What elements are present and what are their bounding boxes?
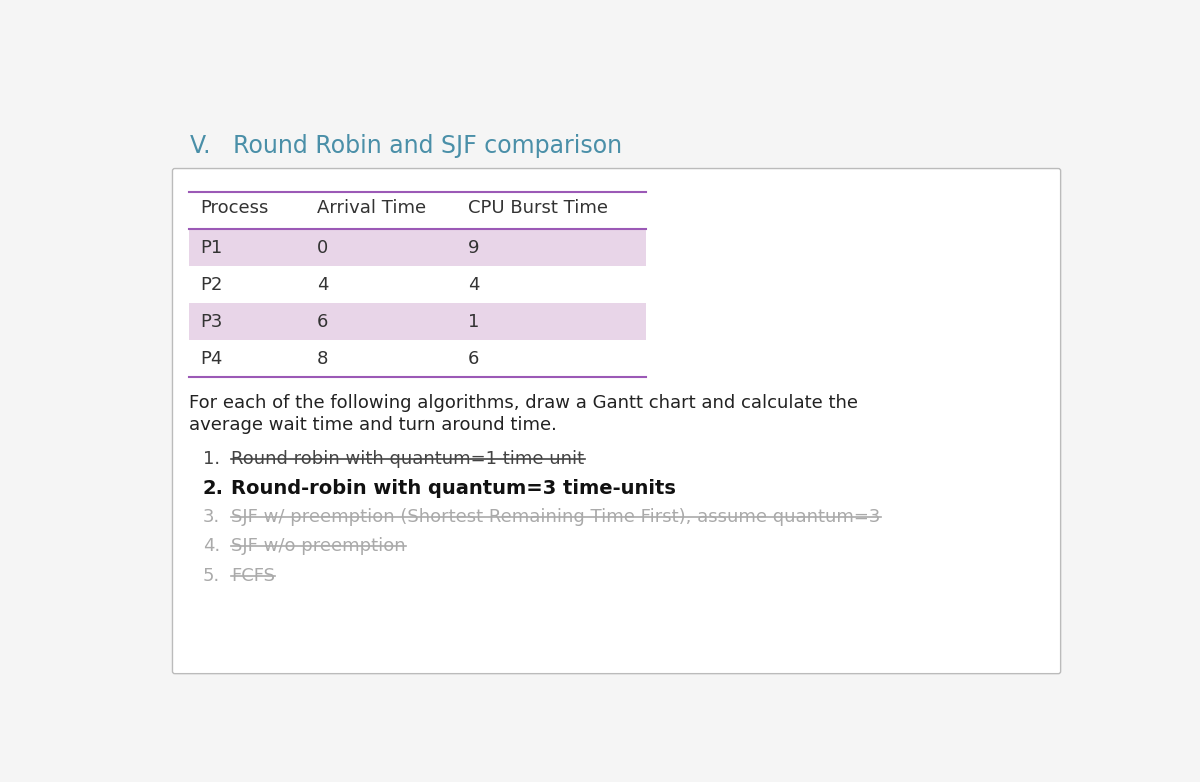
Text: P3: P3 bbox=[200, 313, 223, 331]
Text: 3.: 3. bbox=[203, 508, 220, 526]
Bar bbox=[188, 303, 646, 340]
Text: 4: 4 bbox=[468, 276, 479, 294]
Text: P4: P4 bbox=[200, 350, 223, 368]
Bar bbox=[188, 267, 646, 303]
FancyBboxPatch shape bbox=[173, 169, 1061, 673]
Text: SJF w/o preemption: SJF w/o preemption bbox=[232, 537, 406, 555]
Text: Round-robin with quantum=3 time-units: Round-robin with quantum=3 time-units bbox=[232, 479, 677, 498]
Text: 2.: 2. bbox=[203, 479, 223, 498]
Text: 1.: 1. bbox=[203, 450, 220, 468]
Text: average wait time and turn around time.: average wait time and turn around time. bbox=[188, 416, 557, 434]
Text: 4.: 4. bbox=[203, 537, 220, 555]
Text: V.   Round Robin and SJF comparison: V. Round Robin and SJF comparison bbox=[191, 134, 623, 158]
Text: 4: 4 bbox=[317, 276, 328, 294]
Text: 8: 8 bbox=[317, 350, 328, 368]
Text: 5.: 5. bbox=[203, 567, 220, 585]
Text: 6: 6 bbox=[468, 350, 479, 368]
Text: Process: Process bbox=[200, 199, 269, 217]
Text: 0: 0 bbox=[317, 239, 328, 256]
Text: SJF w/ preemption (Shortest Remaining Time First), assume quantum=3: SJF w/ preemption (Shortest Remaining Ti… bbox=[232, 508, 881, 526]
Text: P1: P1 bbox=[200, 239, 223, 256]
Text: 1: 1 bbox=[468, 313, 479, 331]
Bar bbox=[188, 229, 646, 267]
Text: For each of the following algorithms, draw a Gantt chart and calculate the: For each of the following algorithms, dr… bbox=[188, 394, 858, 412]
Text: 6: 6 bbox=[317, 313, 328, 331]
Text: CPU Burst Time: CPU Burst Time bbox=[468, 199, 607, 217]
Text: FCFS: FCFS bbox=[232, 567, 275, 585]
Text: 9: 9 bbox=[468, 239, 479, 256]
Text: P2: P2 bbox=[200, 276, 223, 294]
Text: Arrival Time: Arrival Time bbox=[317, 199, 426, 217]
Text: Round robin with quantum=1 time unit: Round robin with quantum=1 time unit bbox=[232, 450, 584, 468]
Bar bbox=[188, 340, 646, 377]
